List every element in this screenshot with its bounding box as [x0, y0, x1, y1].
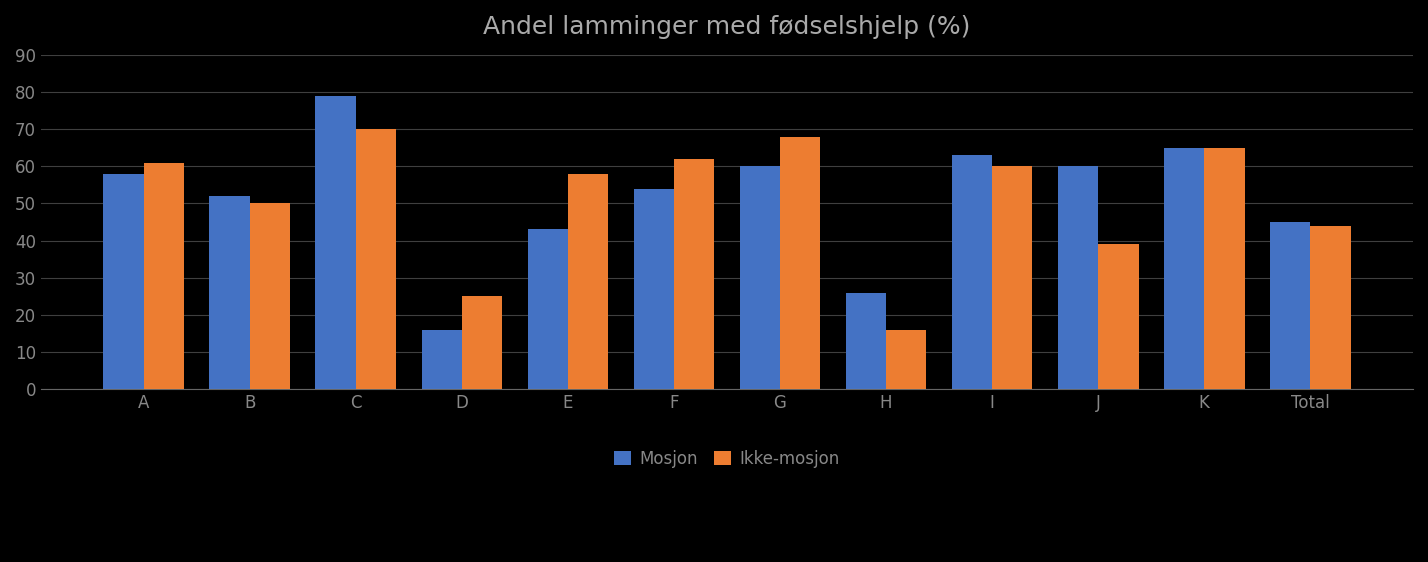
Bar [568, 174, 608, 389]
Legend: Mosjon, Ikke-mosjon: Mosjon, Ikke-mosjon [608, 443, 847, 474]
Bar [1269, 222, 1311, 389]
Bar [952, 155, 992, 389]
Bar [887, 330, 927, 389]
Bar [103, 174, 144, 389]
Bar [634, 189, 674, 389]
Bar [1311, 226, 1351, 389]
Bar [421, 330, 461, 389]
Bar [461, 296, 503, 389]
Title: Andel lamminger med fødselshjelp (%): Andel lamminger med fødselshjelp (%) [483, 15, 971, 39]
Bar [1204, 148, 1245, 389]
Bar [250, 203, 290, 389]
Bar [1058, 166, 1098, 389]
Bar [316, 96, 356, 389]
Bar [210, 196, 250, 389]
Bar [845, 293, 887, 389]
Bar [527, 229, 568, 389]
Bar [740, 166, 780, 389]
Bar [144, 162, 184, 389]
Bar [674, 159, 714, 389]
Bar [780, 137, 820, 389]
Bar [1164, 148, 1204, 389]
Bar [1098, 244, 1138, 389]
Bar [992, 166, 1032, 389]
Bar [356, 129, 396, 389]
